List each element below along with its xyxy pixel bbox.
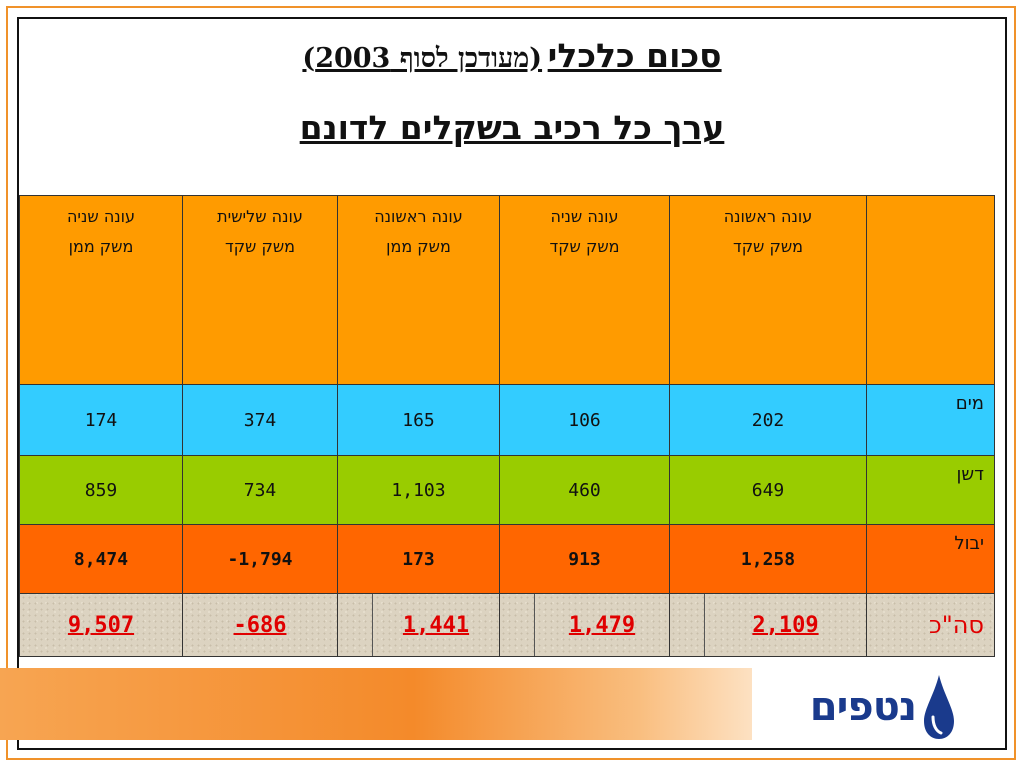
table-cell: 460: [499, 455, 670, 525]
economic-summary-table: עונה שניה משק ממן עונה שלישית משק שקד עונה…: [19, 195, 995, 657]
table-cell: 173: [337, 524, 500, 594]
total-value: -686: [233, 612, 287, 638]
title-date-note: (מעודכן לסוף 2003): [302, 43, 543, 74]
table-cell: 8,474: [19, 524, 183, 594]
total-cell: 9,507: [19, 593, 183, 657]
table-cell: -1,794: [182, 524, 338, 594]
page-title: סכום כלכלי (מעודכן לסוף 2003): [0, 36, 1024, 75]
header-cell: עונה ראשונה משק שקד: [669, 195, 867, 385]
row-label: מים: [866, 384, 995, 456]
table-cell: 649: [669, 455, 867, 525]
inner-frame: [17, 17, 1007, 750]
table-cell: 913: [499, 524, 670, 594]
row-label-total: סה"כ: [866, 593, 995, 657]
total-value: 1,479: [568, 612, 636, 638]
table-row-water: 174 374 165 106 202 מים: [19, 384, 995, 456]
header-cell: עונה ראשונה משק ממן: [337, 195, 500, 385]
header-cell: עונה שלישית משק שקד: [182, 195, 338, 385]
title-main: סכום כלכלי: [547, 36, 722, 75]
header-cell: עונה שניה משק ממן: [19, 195, 183, 385]
total-value: 9,507: [67, 612, 135, 638]
total-value: 2,109: [752, 612, 819, 638]
table-cell: 202: [669, 384, 867, 456]
header-cell: עונה שניה משק שקד: [499, 195, 670, 385]
table-cell: 859: [19, 455, 183, 525]
table-row-fertilizer: 859 734 1,103 460 649 דשן: [19, 455, 995, 525]
page-subtitle: ערך כל רכיב בשקלים לדונם: [299, 108, 725, 147]
total-cell: -686: [182, 593, 338, 657]
table-cell: 165: [337, 384, 500, 456]
table-cell: 374: [182, 384, 338, 456]
logo-text: נטפים: [809, 684, 917, 730]
total-cell: 2,109: [669, 593, 867, 657]
row-label: דשן: [866, 455, 995, 525]
table-cell: 106: [499, 384, 670, 456]
header-cell-empty: [866, 195, 995, 385]
table-cell: 1,103: [337, 455, 500, 525]
table-cell: 734: [182, 455, 338, 525]
water-drop-icon: [924, 675, 954, 739]
table-cell: 174: [19, 384, 183, 456]
table-header-row: עונה שניה משק ממן עונה שלישית משק שקד עונה…: [19, 195, 995, 385]
outer-frame: [6, 6, 1016, 760]
total-value: 1,441: [402, 612, 470, 638]
row-label: יבול: [866, 524, 995, 594]
netafim-logo: נטפים: [766, 672, 956, 742]
total-cell: 1,479: [499, 593, 670, 657]
table-cell: 1,258: [669, 524, 867, 594]
table-row-yield: 8,474 -1,794 173 913 1,258 יבול: [19, 524, 995, 594]
total-cell: 1,441: [337, 593, 500, 657]
footer-gradient-band: [0, 668, 752, 740]
table-row-total: 9,507 -686 1,441 1,479 2,109 סה"כ: [19, 593, 995, 657]
